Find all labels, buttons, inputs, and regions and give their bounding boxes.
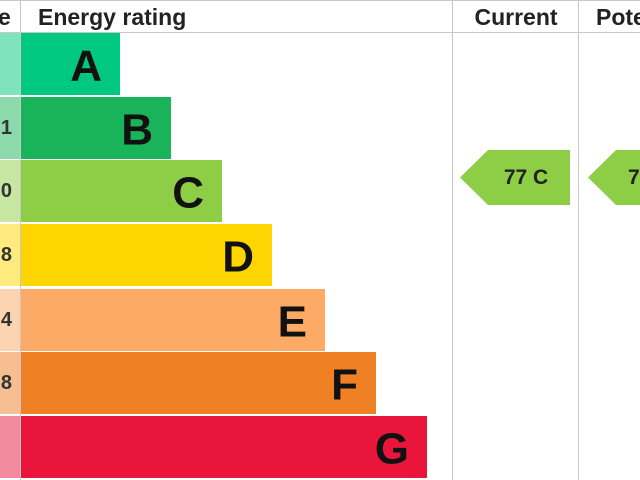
- rating-letter: E: [278, 298, 307, 347]
- score-cell: [0, 289, 20, 351]
- rating-bar: [21, 416, 427, 478]
- rating-bar: [21, 289, 325, 351]
- score-cell: [0, 416, 20, 478]
- rating-bar: [21, 352, 376, 414]
- header-current: Current: [474, 4, 557, 30]
- rating-bar: [21, 97, 171, 159]
- rating-letter: C: [172, 169, 204, 218]
- score-cell: [0, 33, 20, 95]
- score-label: 8: [1, 372, 12, 394]
- potential-arrow: [588, 150, 640, 205]
- score-label: 0: [1, 180, 12, 202]
- current-label: 77 C: [504, 166, 548, 189]
- score-cell: [0, 224, 20, 286]
- header-rating: Energy rating: [38, 4, 186, 30]
- score-cell: [0, 352, 20, 414]
- score-label: 4: [1, 309, 13, 331]
- rating-letter: D: [222, 233, 254, 282]
- current-arrow: [460, 150, 570, 205]
- score-label: 8: [1, 244, 12, 266]
- potential-label: 7: [628, 166, 640, 189]
- rating-letter: A: [70, 42, 102, 91]
- score-cell: [0, 160, 20, 222]
- rating-bar: [21, 224, 272, 286]
- header-potential: Pote: [596, 4, 640, 30]
- rating-letter: F: [331, 361, 358, 410]
- rating-bar: [21, 33, 120, 95]
- score-label: 1: [1, 117, 12, 139]
- header-score: e: [0, 4, 11, 30]
- score-cell: [0, 97, 20, 159]
- rating-bar: [21, 160, 222, 222]
- rating-letter: G: [375, 425, 409, 474]
- rating-letter: B: [121, 106, 153, 155]
